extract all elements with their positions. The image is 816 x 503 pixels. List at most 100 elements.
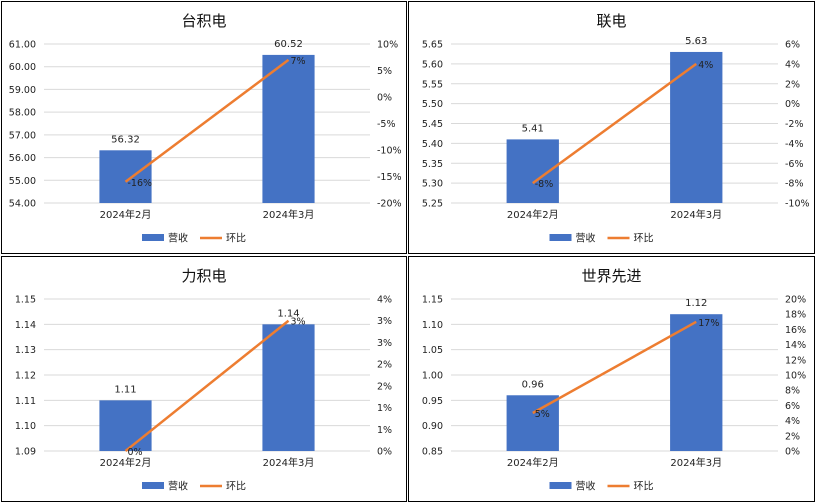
bar-revenue	[670, 51, 723, 204]
y-right-tick-label: -8%	[785, 179, 804, 190]
chart-umc: 联电 5.25 5.30 5.35 5.40 5.45 5.50 5.55 5.60 5.65 -1…	[422, 12, 810, 245]
bar-data-label: 1.12	[685, 298, 707, 309]
y-left-tick-label: 58.00	[9, 108, 36, 119]
y-right-tick-label: 2%	[785, 79, 800, 90]
y-right-tick-label: 2%	[785, 431, 800, 442]
chart-panel-1: 台积电 54.00 55.00 56.00 57.00 58.00 59.00 60.00 61…	[1, 1, 407, 254]
line-data-label: 7%	[291, 56, 306, 67]
legend-swatch-revenue	[142, 482, 164, 489]
legend-swatch-revenue	[142, 234, 164, 241]
y-left-tick-label: 1.14	[15, 320, 36, 331]
chart-title: 台积电	[181, 12, 226, 30]
y-right-tick-label: 2%	[377, 381, 392, 392]
legend-label-mom: 环比	[226, 481, 246, 493]
y-right-tick-label: 3%	[377, 338, 392, 349]
y-right-tick-label: 14%	[785, 340, 806, 351]
y-right-tick-label: -2%	[785, 119, 804, 130]
x-tick-label: 2024年2月	[507, 456, 559, 469]
line-data-label: 17%	[698, 318, 719, 329]
y-left-tick-label: 5.50	[422, 99, 443, 110]
y-left-tick-label: 0.90	[422, 421, 443, 432]
y-left-tick-label: 5.25	[422, 199, 443, 210]
y-left-tick-label: 1.15	[422, 295, 443, 306]
y-right-tick-label: 0%	[377, 93, 392, 104]
y-right-tick-label: 0%	[785, 447, 800, 458]
y-left-tick-label: 1.13	[15, 345, 36, 356]
y-right-tick-label: 4%	[785, 59, 800, 70]
y-right-tick-label: 3%	[377, 316, 392, 327]
y-left-tick-label: 5.35	[422, 159, 443, 170]
line-mom	[124, 58, 290, 183]
legend-label-mom: 环比	[634, 233, 654, 245]
y-left-tick-label: 1.12	[15, 371, 36, 382]
y-left-tick-label: 1.00	[422, 371, 443, 382]
x-tick-label: 2024年3月	[670, 456, 722, 469]
y-left-tick-label: 60.00	[9, 62, 36, 73]
chart-panel-2: 联电 5.25 5.30 5.35 5.40 5.45 5.50 5.55 5.60 5.65 -1…	[408, 1, 815, 254]
chart-title: 世界先进	[581, 267, 641, 285]
y-left-tick-label: 61.00	[9, 40, 36, 51]
y-left-tick-label: 1.05	[422, 345, 443, 356]
x-tick-label: 2024年2月	[507, 208, 559, 221]
bar-revenue	[262, 54, 315, 203]
y-left-tick-label: 59.00	[9, 85, 36, 96]
y-left-tick-label: 5.45	[422, 119, 443, 130]
line-data-label: -16%	[128, 178, 153, 189]
y-left-tick-label: 0.95	[422, 396, 443, 407]
y-right-tick-label: 18%	[785, 310, 806, 321]
y-left-tick-label: 5.30	[422, 179, 443, 190]
y-left-tick-label: 54.00	[9, 199, 36, 210]
legend-label-revenue: 营收	[576, 232, 596, 245]
chart-panel-4: 世界先进 0.85 0.90 0.95 1.00 1.05 1.10 1.15 0% 2% 4% 6%…	[408, 256, 815, 502]
y-left-tick-label: 1.10	[15, 421, 36, 432]
y-left-tick-label: 55.00	[9, 176, 36, 187]
y-right-tick-label: 20%	[785, 295, 806, 306]
legend-swatch-revenue	[549, 482, 572, 489]
bar-data-label: 0.96	[522, 379, 544, 390]
line-mom	[532, 320, 697, 415]
line-data-label: -8%	[535, 179, 554, 190]
line-data-label: 4%	[698, 60, 713, 71]
y-right-tick-label: 4%	[377, 295, 392, 306]
chart-vis: 世界先进 0.85 0.90 0.95 1.00 1.05 1.10 1.15 0% 2% 4% 6%…	[422, 267, 806, 493]
line-mom	[124, 319, 290, 452]
bar-data-label: 5.41	[522, 123, 544, 134]
bar-data-label: 56.32	[111, 134, 140, 145]
legend-label-revenue: 营收	[168, 480, 188, 493]
y-right-tick-label: -10%	[377, 146, 402, 157]
y-left-tick-label: 5.65	[422, 40, 443, 51]
x-tick-label: 2024年3月	[263, 208, 315, 221]
chart-panel-3: 力积电 1.09 1.10 1.11 1.12 1.13 1.14 1.15 0% 1% 1% 2% 2…	[1, 256, 407, 502]
y-left-tick-label: 1.09	[15, 447, 36, 458]
bar-revenue	[262, 324, 315, 451]
legend-label-revenue: 营收	[576, 480, 596, 493]
y-left-tick-label: 1.15	[15, 295, 36, 306]
bar-data-label: 1.14	[277, 308, 299, 319]
x-tick-label: 2024年3月	[263, 456, 315, 469]
bar-revenue	[670, 314, 723, 451]
legend-label-revenue: 营收	[168, 232, 188, 245]
x-tick-label: 2024年3月	[670, 208, 722, 221]
bar-revenue	[99, 150, 152, 203]
line-data-label: 3%	[291, 317, 306, 328]
y-right-tick-label: -4%	[785, 139, 804, 150]
y-right-tick-label: 8%	[785, 386, 800, 397]
x-tick-label: 2024年2月	[100, 456, 152, 469]
legend-swatch-revenue	[549, 234, 572, 241]
y-right-tick-label: 10%	[785, 371, 806, 382]
y-right-tick-label: 1%	[377, 425, 392, 436]
bar-data-label: 60.52	[274, 39, 303, 50]
line-data-label: 0%	[128, 447, 143, 458]
y-right-tick-label: -15%	[377, 172, 402, 183]
y-left-tick-label: 1.11	[15, 396, 36, 407]
y-right-tick-label: 2%	[377, 360, 392, 371]
bar-data-label: 1.11	[114, 384, 136, 395]
y-right-tick-label: -5%	[377, 119, 396, 130]
chart-tsmc: 台积电 54.00 55.00 56.00 57.00 58.00 59.00 60.00 61…	[9, 12, 402, 245]
y-right-tick-label: 5%	[377, 66, 392, 77]
y-right-tick-label: 16%	[785, 325, 806, 336]
y-right-tick-label: 6%	[785, 401, 800, 412]
y-right-tick-label: 0%	[785, 99, 800, 110]
bar-data-label: 5.63	[685, 36, 707, 47]
line-mom	[532, 62, 697, 185]
